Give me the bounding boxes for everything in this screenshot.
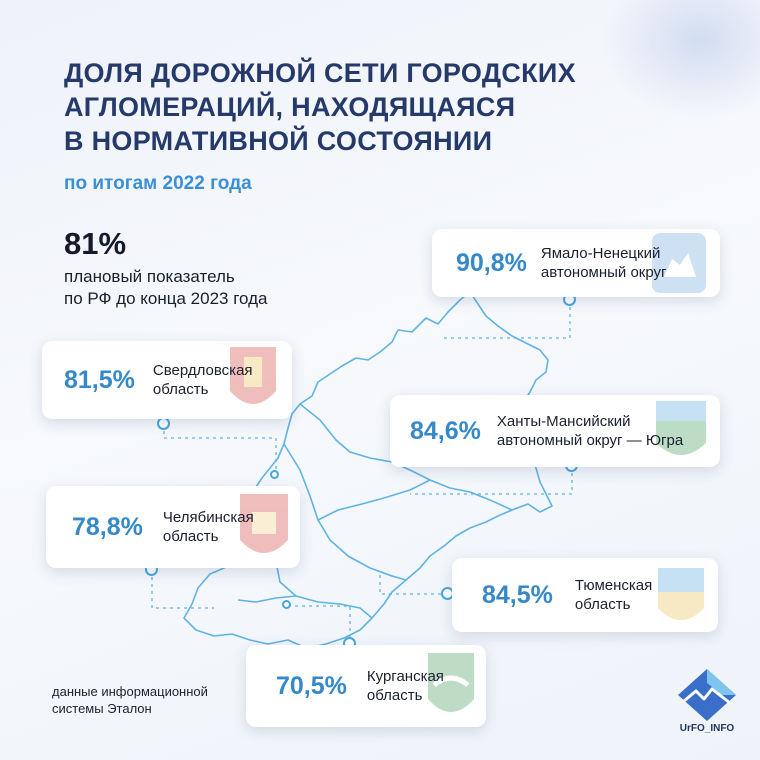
region-value: 90,8% [456,248,527,277]
map-inner-border-4 [317,479,431,521]
region-name: Свердловская область [153,361,253,399]
corner-glow [600,0,760,120]
region-card-kurgan: 70,5% Курганская область [246,645,486,727]
map-node-center-2 [282,600,291,609]
region-card-chelyabinsk: 78,8% Челябинская область [46,486,300,568]
region-value: 70,5% [276,671,347,700]
region-name: Ханты-Мансийский автономный округ — Югра [497,412,683,450]
region-name-line-2: область [162,528,219,545]
region-value: 78,8% [72,512,143,541]
region-name: Челябинская область [163,508,254,546]
map-inner-border-5 [237,595,297,603]
mountain-logo-icon [678,669,736,721]
region-name-line-2: область [152,381,209,398]
connector-sverdlovsk [163,424,277,476]
region-name: Тюменская область [575,576,652,614]
region-name-line-2: область [366,687,423,704]
map-inner-border-2 [283,443,407,581]
page-title: ДОЛЯ ДОРОЖНОЙ СЕТИ ГОРОДСКИХ АГЛОМЕРАЦИЙ… [64,56,664,158]
connector-ugra [410,466,573,495]
region-name-line-2: область [574,596,631,613]
plan-line-1: плановый показатель [64,267,235,286]
region-card-ugra: 84,6% Ханты-Мансийский автономный округ … [390,395,720,467]
region-value: 84,6% [410,416,481,445]
region-name-line-1: Тюменская [574,577,653,594]
logo-text: UrFO_INFO [679,723,735,734]
region-card-tyumen: 84,5% Тюменская область [452,558,718,632]
region-value: 81,5% [64,365,135,394]
region-card-yamal: 90,8% Ямало-Ненецкий автономный округ [432,229,720,297]
title-line-3: В НОРМАТИВНОЙ СОСТОЯНИИ [64,126,493,156]
source-line-1: данные информационной [52,684,208,699]
plan-value: 81% [64,226,127,261]
region-name-line-1: Свердловская [152,362,253,379]
sverdlovsk-emblem-icon [230,347,276,404]
region-name-line-1: Челябинская [162,509,254,526]
region-card-sverdlovsk: 81,5% Свердловская область [42,341,292,419]
map-node-center-1 [270,470,279,479]
region-name-line-1: Ханты-Мансийский [496,413,631,430]
region-name-line-2: автономный округ [540,264,667,281]
region-name: Курганская область [367,667,444,705]
region-name: Ямало-Ненецкий автономный округ [541,244,667,282]
region-name-line-1: Ямало-Ненецкий [540,245,661,262]
chelyabinsk-emblem-icon [240,494,288,553]
title-line-2: АГЛОМЕРАЦИЙ, НАХОДЯЩАЯСЯ [64,92,516,122]
region-name-line-1: Курганская [366,668,444,685]
reindeer-emblem-icon [652,233,706,293]
plan-line-2: по РФ до конца 2023 года [64,289,268,308]
connector-yamal [442,300,571,339]
page-subtitle: по итогам 2022 года [64,173,252,194]
source-note: данные информационной системы Эталон [52,683,208,717]
tyumen-emblem-icon [658,568,704,620]
region-value: 84,5% [482,580,553,609]
connector-chelyabinsk [151,570,214,609]
source-line-2: системы Эталон [52,701,152,716]
title-line-1: ДОЛЯ ДОРОЖНОЙ СЕТИ ГОРОДСКИХ [64,58,576,88]
connector-tyumen [379,572,448,595]
kurgan-emblem-icon [428,653,474,712]
region-name-line-2: автономный округ — Югра [496,432,684,449]
ugra-emblem-icon [656,401,706,455]
plan-description: плановый показатель по РФ до конца 2023 … [64,266,364,310]
